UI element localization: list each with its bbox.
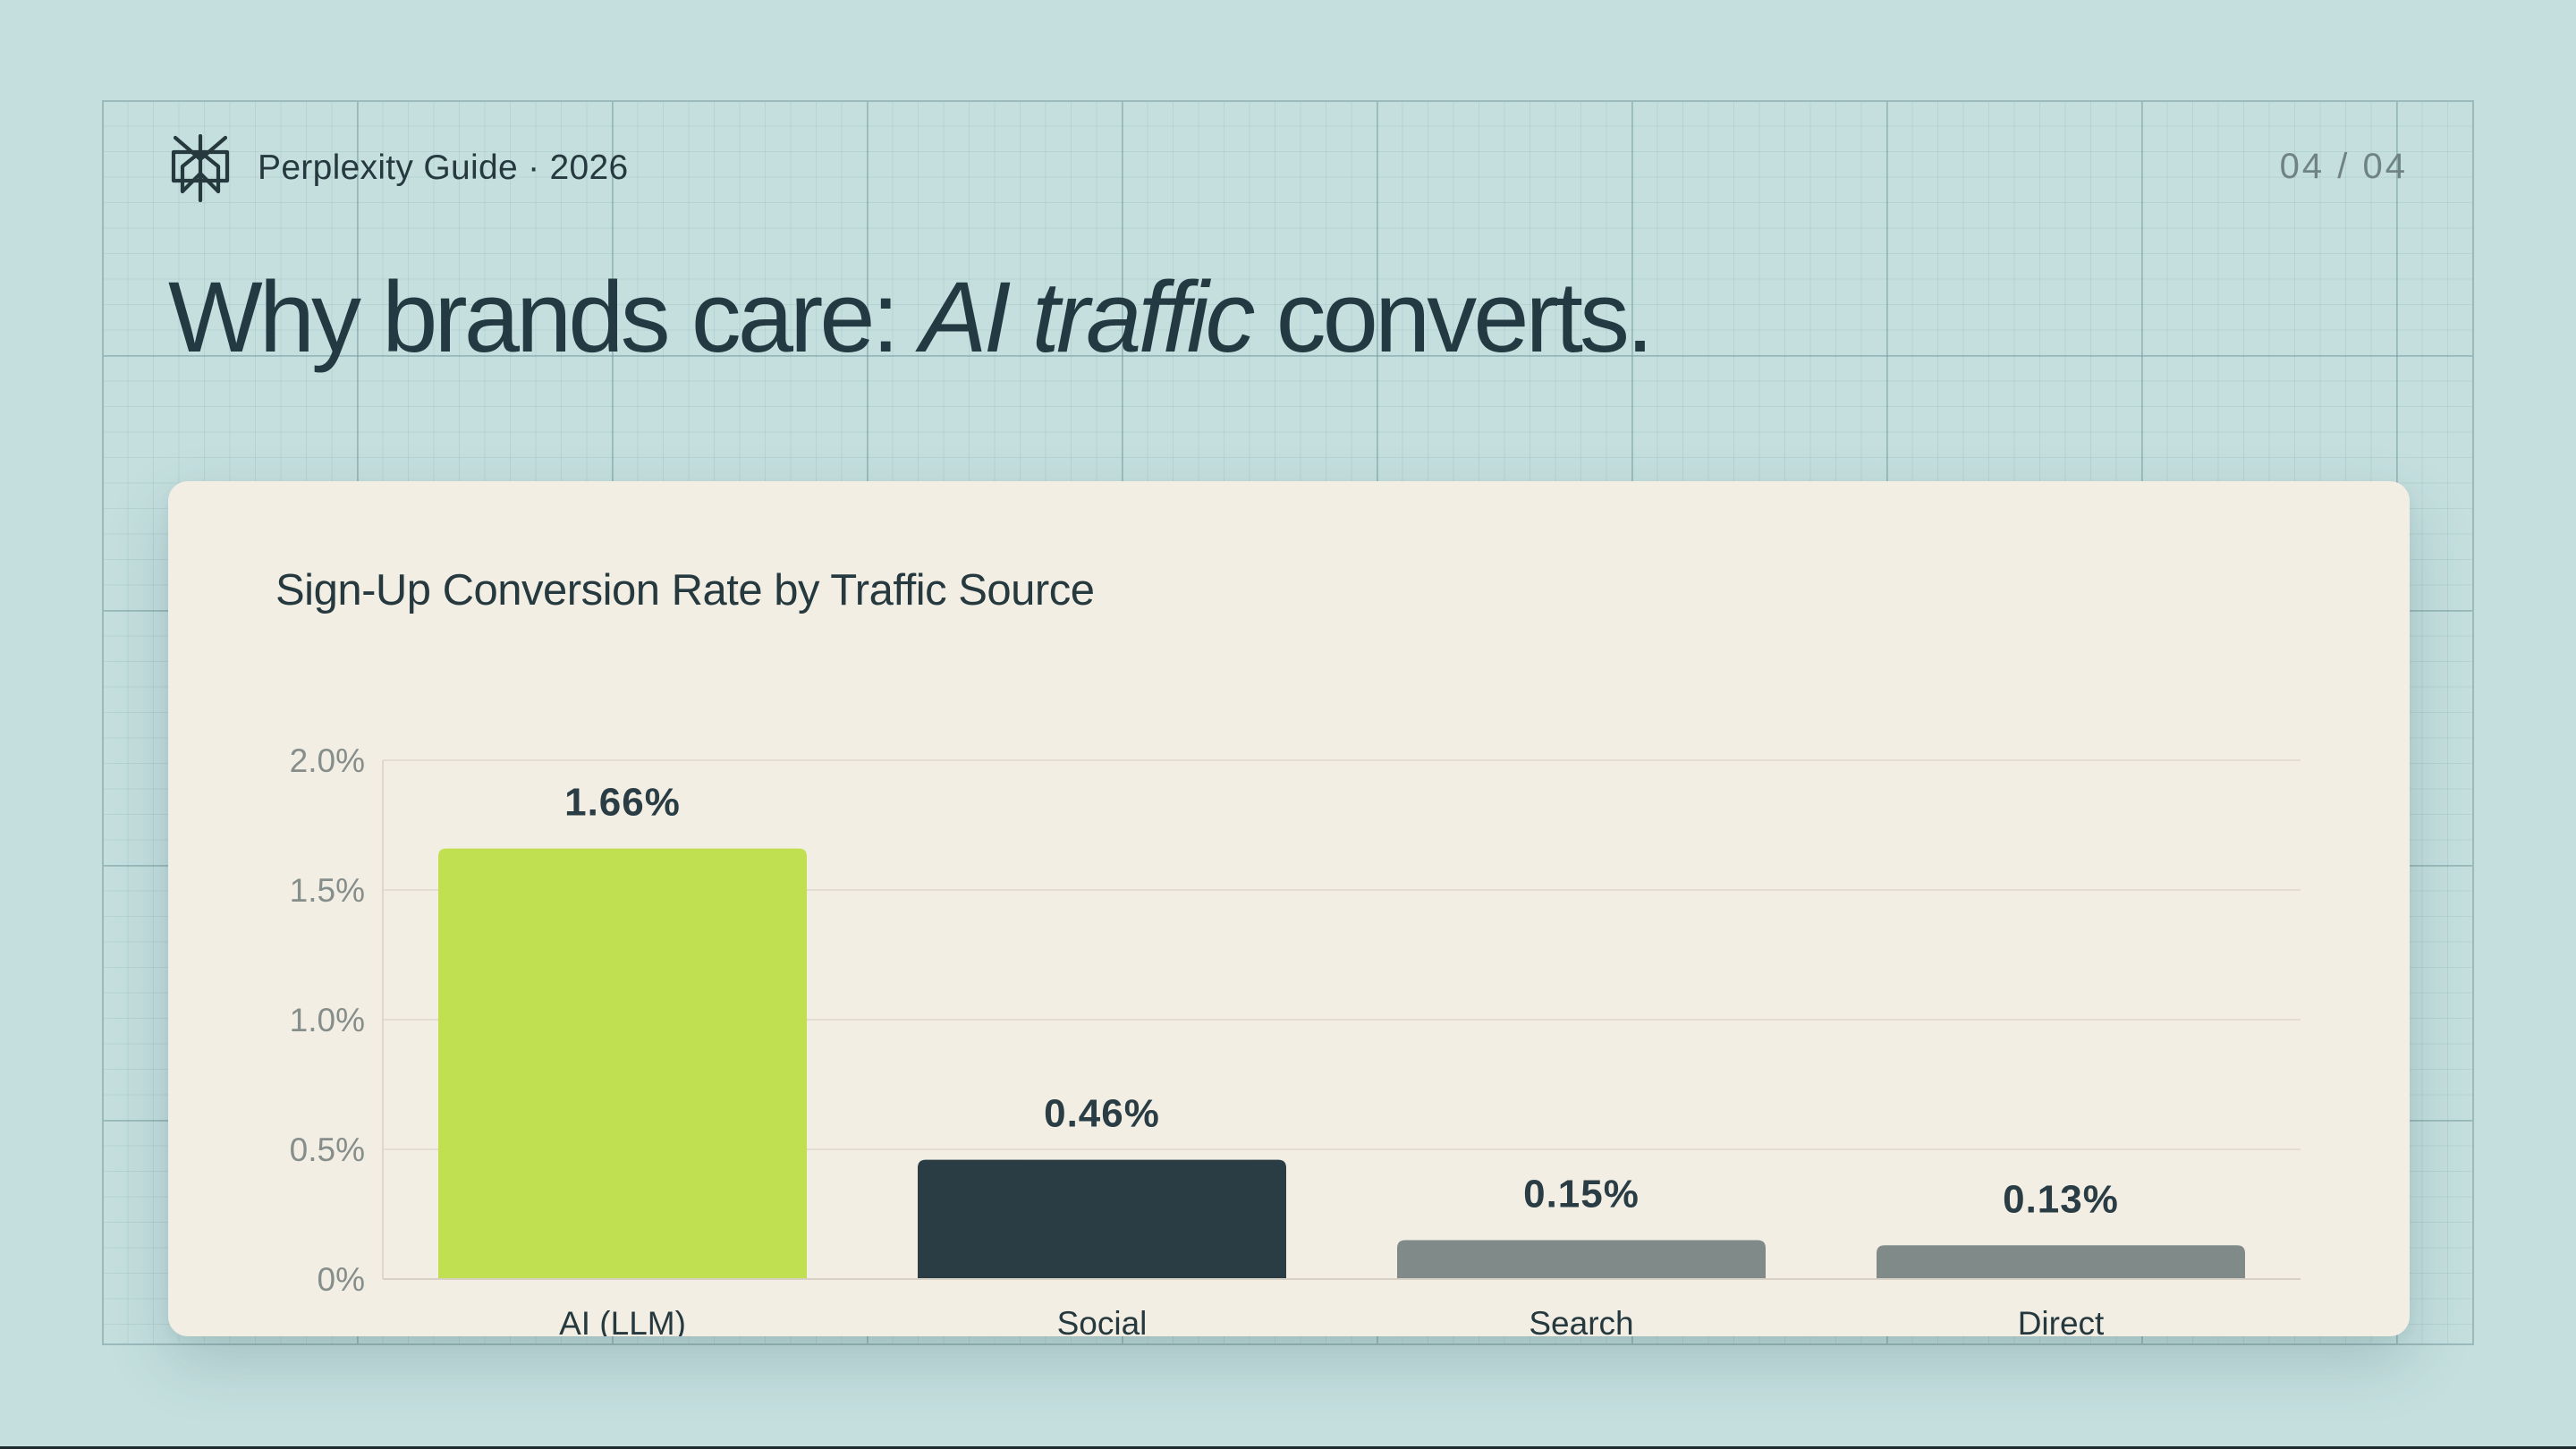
bar bbox=[438, 848, 807, 1279]
bar bbox=[918, 1159, 1286, 1279]
x-tick-label: Direct bbox=[2018, 1305, 2105, 1336]
page-indicator: 04 / 04 bbox=[2279, 147, 2408, 186]
x-tick-label: Social bbox=[1057, 1305, 1148, 1336]
headline-emphasis: AI traffic bbox=[919, 261, 1256, 373]
x-tick-label: Search bbox=[1529, 1305, 1633, 1336]
data-label: 0.13% bbox=[2003, 1177, 2119, 1221]
data-label: 1.66% bbox=[564, 781, 681, 825]
slide: Perplexity Guide · 2026 04 / 04 Why bran… bbox=[102, 100, 2474, 1345]
bottom-divider bbox=[0, 1446, 2576, 1449]
headline-lead: Why brands care: bbox=[168, 261, 920, 373]
x-tick-label: AI (LLM) bbox=[559, 1305, 686, 1336]
brand-title: Perplexity Guide · 2026 bbox=[258, 148, 629, 187]
bar bbox=[1877, 1245, 2245, 1279]
y-tick-label: 0% bbox=[318, 1261, 365, 1298]
headline-tail: converts. bbox=[1251, 261, 1654, 373]
y-tick-label: 0.5% bbox=[290, 1131, 365, 1168]
bar bbox=[1397, 1240, 1766, 1279]
brand-header: Perplexity Guide · 2026 bbox=[170, 134, 628, 202]
data-label: 0.46% bbox=[1044, 1092, 1160, 1136]
y-tick-label: 2.0% bbox=[290, 742, 365, 779]
chart-card: Sign-Up Conversion Rate by Traffic Sourc… bbox=[168, 481, 2410, 1336]
data-label: 0.15% bbox=[1523, 1173, 1640, 1216]
y-tick-label: 1.5% bbox=[290, 872, 365, 909]
perplexity-logo-icon bbox=[171, 134, 230, 202]
chart-title: Sign-Up Conversion Rate by Traffic Sourc… bbox=[275, 566, 1095, 614]
page-title: Why brands care: AI traffic converts. bbox=[168, 259, 1654, 375]
y-tick-label: 1.0% bbox=[290, 1002, 365, 1038]
bar-chart: 0% 0.5% 1.0% 1.5% 2.0% 1.66% AI (LLM) 0.46% Soci… bbox=[290, 742, 2301, 1336]
